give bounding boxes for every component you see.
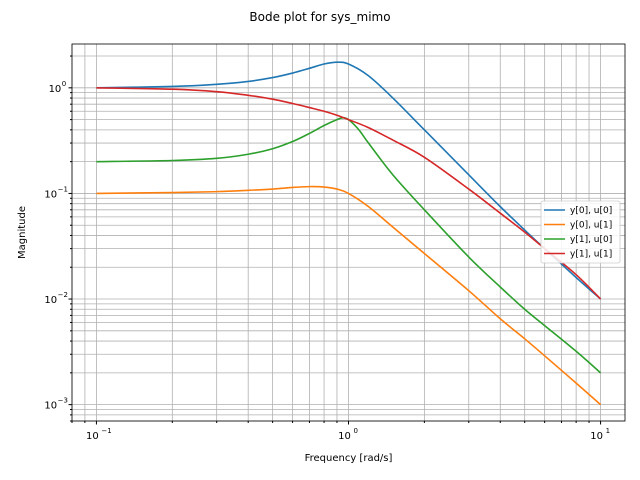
y-axis-label: Magnitude [17,206,28,259]
legend: y[0], u[0] y[0], u[1] y[1], u[0] y[1], u[1] [540,200,621,264]
x-tick-exponent: 1 [606,427,610,435]
legend-entry: y[1], u[0] [570,235,612,245]
x-tick-label: 10 [338,431,351,442]
series-line-2 [96,185,602,406]
chart-title: Bode plot for sys_mimo [249,10,390,24]
y-tick-exponent: 0 [62,80,66,88]
series-layer [96,61,602,406]
series-line-1 [96,61,602,300]
x-tick-label: 10 [590,431,603,442]
y-tick-label: 10 [44,295,57,306]
legend-entry: y[0], u[1] [570,221,612,231]
y-tick-exponent: −1 [58,185,68,193]
series-line-4 [96,87,602,300]
legend-entry: y[1], u[1] [570,250,612,260]
y-tick-label: 10 [49,84,62,95]
x-axis-label: Frequency [rad/s] [305,453,393,464]
x-tick-exponent: 0 [354,427,358,435]
legend-entry: y[0], u[0] [570,206,612,216]
y-tick-exponent: −3 [58,397,68,405]
legend-box [540,200,621,264]
x-tick-label: 10 [86,431,99,442]
y-tick-label: 10 [44,401,57,412]
x-tick-exponent: −1 [101,427,111,435]
y-tick-label: 10 [44,189,57,200]
y-tick-exponent: −2 [58,291,68,299]
